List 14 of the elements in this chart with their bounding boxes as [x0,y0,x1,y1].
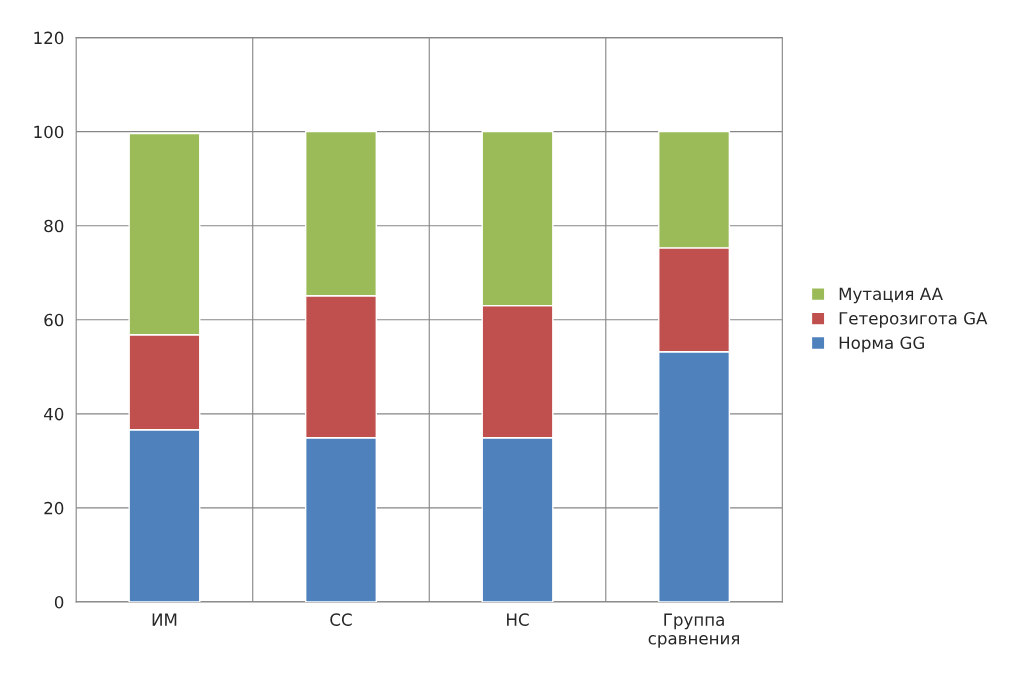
legend-label: Гетерозигота GA [839,312,988,328]
x-tick-label: НС [507,613,529,626]
y-tick-label: 0 [54,595,64,609]
y-tick-label: 40 [44,407,64,421]
y-tick-label: 100 [34,125,64,139]
legend-label: Норма GG [839,336,924,353]
y-tick-label: 80 [44,219,64,233]
y-tick-label: 120 [34,31,64,45]
x-tick-label: СС [330,613,352,626]
legend-label: Мутация AA [839,287,943,304]
x-tick-label: Группа сравнения [648,613,739,648]
y-tick-label: 60 [44,313,64,327]
y-tick-label: 20 [44,501,64,515]
x-tick-label: ИМ [152,613,177,626]
